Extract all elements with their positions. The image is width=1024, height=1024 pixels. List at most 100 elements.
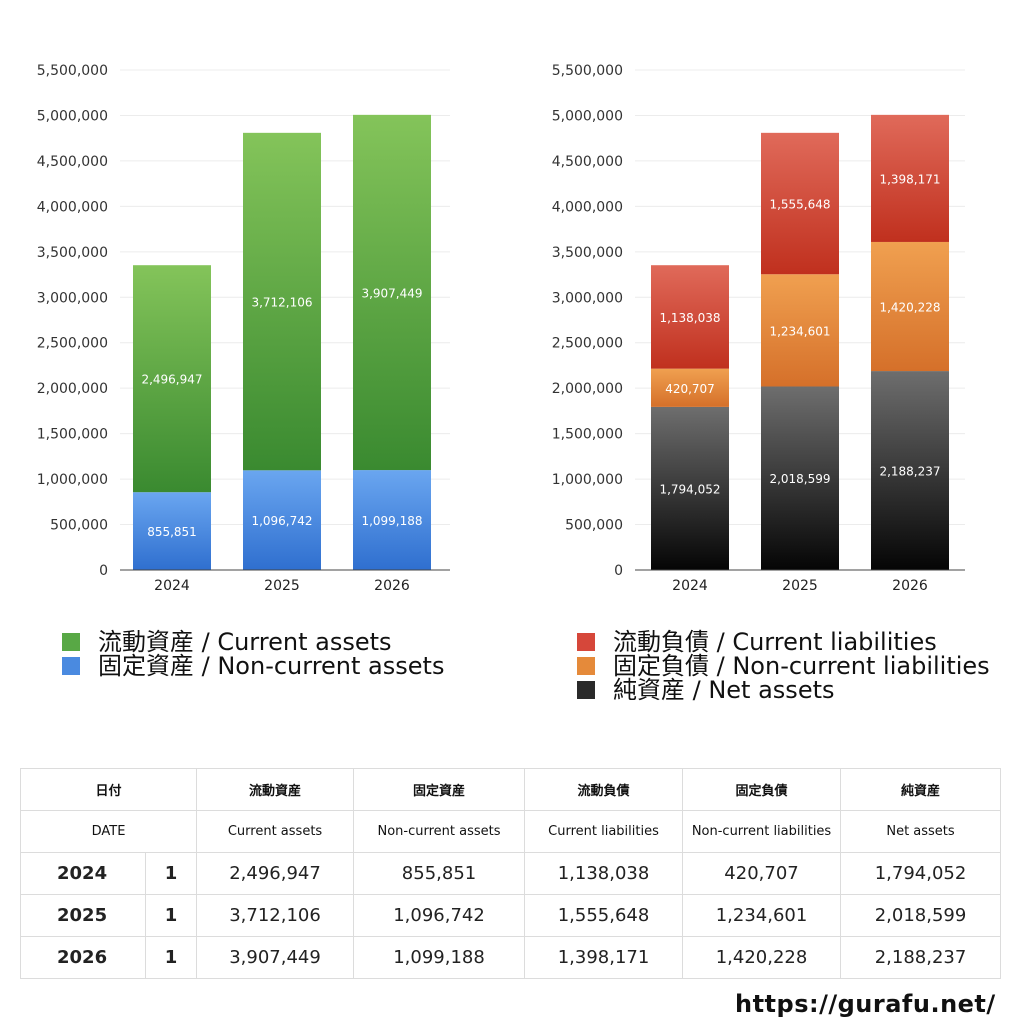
table-header-row-jp: 日付 流動資産 固定資産 流動負債 固定負債 純資産 xyxy=(19,768,1002,811)
bar-segment xyxy=(761,274,839,387)
cell-current-assets: 2,496,947 xyxy=(196,852,355,895)
assets-legend: 流動資産 / Current assets 固定資産 / Non-current… xyxy=(62,630,444,678)
y-tick-label: 4,500,000 xyxy=(552,154,623,170)
cell-non-current-liabilities: 1,234,601 xyxy=(682,894,842,937)
legend-label-non-current-assets: 固定資産 / Non-current assets xyxy=(98,652,445,680)
bar-value-label: 1,555,648 xyxy=(769,198,830,212)
y-tick-label: 2,500,000 xyxy=(552,336,623,352)
cell-current-liabilities: 1,138,038 xyxy=(524,852,684,895)
bar-segment xyxy=(761,132,839,275)
cell-net-assets: 2,188,237 xyxy=(840,936,1002,979)
y-tick-label: 2,500,000 xyxy=(37,336,108,352)
bar-value-label: 1,794,052 xyxy=(659,482,720,496)
y-tick-label: 5,000,000 xyxy=(552,108,623,124)
bar-segment xyxy=(353,470,431,570)
header-non-current-assets-en: Non-current assets xyxy=(353,810,526,853)
balance-sheet-table: 日付 流動資産 固定資産 流動負債 固定負債 純資産 DATE Current … xyxy=(19,768,1002,979)
charts-area: 0 500,000 1,000,000 1,500,000 2,000,000 2,500… xyxy=(37,63,965,594)
header-non-current-liabilities-jp: 固定負債 xyxy=(682,768,842,811)
cell-net-assets: 2,018,599 xyxy=(840,894,1002,937)
row-year: 2024 xyxy=(20,852,146,895)
legend-swatch-net-assets xyxy=(577,681,595,699)
y-tick-label: 2,000,000 xyxy=(552,381,623,397)
bar-segment xyxy=(243,132,321,471)
bar-value-label: 2,188,237 xyxy=(879,465,940,479)
x-tick-label: 2025 xyxy=(782,578,818,594)
liabilities-legend: 流動負債 / Current liabilities 固定負債 / Non-cu… xyxy=(577,630,990,702)
legend-label-non-current-liabilities: 固定負債 / Non-current liabilities xyxy=(613,652,990,680)
bar-segment xyxy=(133,265,211,493)
table-header-row-en: DATE Current assets Non-current assets C… xyxy=(19,810,1002,853)
row-index: 1 xyxy=(144,894,198,937)
cell-non-current-liabilities: 420,707 xyxy=(682,852,842,895)
bar-value-label: 855,851 xyxy=(147,525,197,539)
legend-item-non-current-liabilities: 固定負債 / Non-current liabilities xyxy=(577,654,990,678)
site-url[interactable]: https://gurafu.net/ xyxy=(735,990,996,1018)
y-tick-label: 2,000,000 xyxy=(37,381,108,397)
cell-non-current-assets: 1,099,188 xyxy=(353,936,526,979)
legend-swatch-current-assets xyxy=(62,633,80,651)
x-tick-label: 2026 xyxy=(374,578,410,594)
cell-non-current-assets: 1,096,742 xyxy=(353,894,526,937)
y-tick-label: 1,500,000 xyxy=(37,427,108,443)
bar-value-label: 1,398,171 xyxy=(879,172,940,186)
row-index: 1 xyxy=(144,936,198,979)
x-tick-label: 2024 xyxy=(154,578,190,594)
legend-label-net-assets: 純資産 / Net assets xyxy=(613,676,835,704)
cell-non-current-liabilities: 1,420,228 xyxy=(682,936,842,979)
header-net-assets-en: Net assets xyxy=(840,810,1002,853)
legend-swatch-non-current-assets xyxy=(62,657,80,675)
y-tick-label: 5,000,000 xyxy=(37,108,108,124)
bar-segment xyxy=(353,114,431,471)
bar-segment xyxy=(871,241,949,372)
table-row: 2025 1 3,712,106 1,096,742 1,555,648 1,2… xyxy=(20,894,1002,937)
x-tick-label: 2026 xyxy=(892,578,928,594)
y-tick-label: 3,000,000 xyxy=(37,290,108,306)
header-current-assets-jp: 流動資産 xyxy=(196,768,355,811)
cell-current-liabilities: 1,555,648 xyxy=(524,894,684,937)
bar-segment xyxy=(651,368,729,407)
y-tick-label: 4,000,000 xyxy=(37,199,108,215)
bar-segment xyxy=(651,406,729,570)
y-tick-label: 4,000,000 xyxy=(552,199,623,215)
bar-value-label: 420,707 xyxy=(665,382,715,396)
y-tick-label: 5,500,000 xyxy=(37,63,108,79)
cell-non-current-assets: 855,851 xyxy=(353,852,526,895)
header-current-liabilities-en: Current liabilities xyxy=(524,810,684,853)
header-non-current-assets-jp: 固定資産 xyxy=(353,768,526,811)
bar-value-label: 1,138,038 xyxy=(659,311,720,325)
y-tick-label: 3,000,000 xyxy=(552,290,623,306)
header-current-assets-en: Current assets xyxy=(196,810,355,853)
y-tick-label: 3,500,000 xyxy=(552,245,623,261)
y-tick-label: 4,500,000 xyxy=(37,154,108,170)
y-tick-label: 1,000,000 xyxy=(37,472,108,488)
row-index: 1 xyxy=(144,852,198,895)
y-tick-label: 1,000,000 xyxy=(552,472,623,488)
bar-value-label: 2,018,599 xyxy=(769,472,830,486)
y-tick-label: 500,000 xyxy=(565,518,623,534)
bar-value-label: 1,099,188 xyxy=(361,514,422,528)
y-tick-label: 0 xyxy=(614,563,623,579)
y-tick-label: 3,500,000 xyxy=(37,245,108,261)
table-row: 2026 1 3,907,449 1,099,188 1,398,171 1,4… xyxy=(20,936,1002,979)
y-tick-label: 500,000 xyxy=(50,518,108,534)
legend-item-net-assets: 純資産 / Net assets xyxy=(577,678,990,702)
bar-segment xyxy=(243,470,321,570)
legend-item-current-liabilities: 流動負債 / Current liabilities xyxy=(577,630,990,654)
y-tick-label: 1,500,000 xyxy=(552,427,623,443)
row-year: 2025 xyxy=(20,894,146,937)
y-tick-label: 5,500,000 xyxy=(552,63,623,79)
bar-value-label: 3,712,106 xyxy=(251,296,312,310)
legend-swatch-current-liabilities xyxy=(577,633,595,651)
header-date-jp: 日付 xyxy=(19,768,198,811)
cell-net-assets: 1,794,052 xyxy=(840,852,1002,895)
row-year: 2026 xyxy=(20,936,146,979)
bar-value-label: 1,096,742 xyxy=(251,514,312,528)
bar-value-label: 2,496,947 xyxy=(141,373,202,387)
bar-segment xyxy=(651,265,729,369)
cell-current-liabilities: 1,398,171 xyxy=(524,936,684,979)
bar-value-label: 1,420,228 xyxy=(879,301,940,315)
y-tick-label: 0 xyxy=(99,563,108,579)
liabilities-net-assets-chart: 0 500,000 1,000,000 1,500,000 2,000,000 2,500… xyxy=(552,63,965,594)
header-net-assets-jp: 純資産 xyxy=(840,768,1002,811)
